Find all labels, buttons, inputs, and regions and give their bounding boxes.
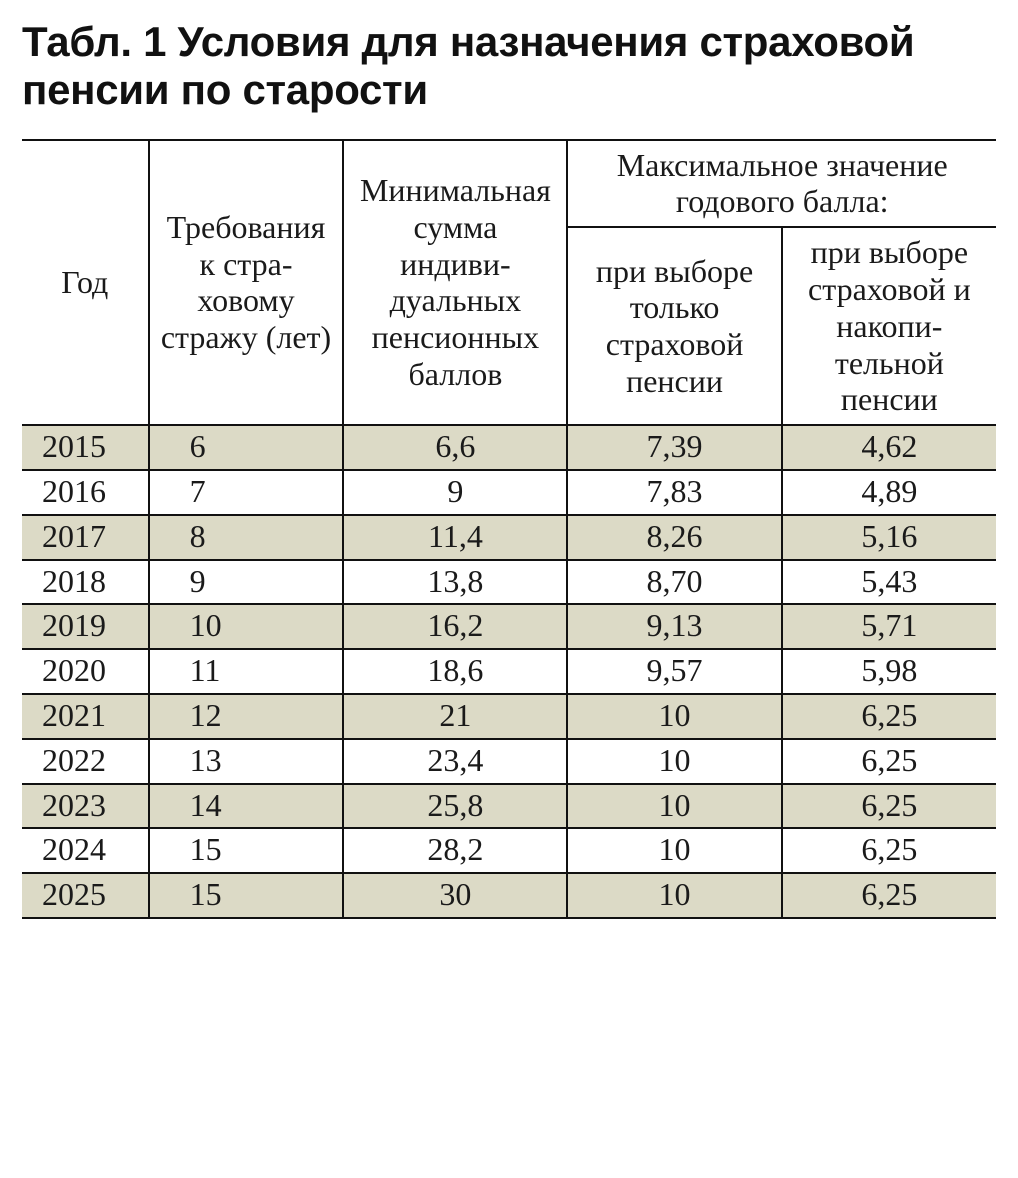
table-row: 2018913,88,705,43 <box>22 560 996 605</box>
cell-max-only: 9,57 <box>567 649 781 694</box>
cell-stazh: 11 <box>149 649 344 694</box>
cell-max-both: 4,89 <box>782 470 996 515</box>
cell-min-balls: 23,4 <box>343 739 567 784</box>
cell-stazh: 14 <box>149 784 344 829</box>
table-row: 20241528,2106,25 <box>22 828 996 873</box>
cell-min-balls: 21 <box>343 694 567 739</box>
cell-max-both: 6,25 <box>782 694 996 739</box>
cell-stazh: 6 <box>149 425 344 470</box>
cell-max-both: 5,71 <box>782 604 996 649</box>
cell-year: 2021 <box>22 694 149 739</box>
cell-stazh: 7 <box>149 470 344 515</box>
cell-max-both: 4,62 <box>782 425 996 470</box>
cell-max-only: 10 <box>567 784 781 829</box>
cell-max-only: 10 <box>567 694 781 739</box>
cell-year: 2025 <box>22 873 149 918</box>
cell-stazh: 9 <box>149 560 344 605</box>
col-header-stazh: Требова­ния к стра­ховому стражу (лет) <box>149 140 344 426</box>
table-title: Табл. 1 Условия для назначения страховой… <box>22 18 996 115</box>
cell-min-balls: 25,8 <box>343 784 567 829</box>
cell-max-both: 5,43 <box>782 560 996 605</box>
cell-stazh: 8 <box>149 515 344 560</box>
cell-max-only: 7,39 <box>567 425 781 470</box>
cell-min-balls: 6,6 <box>343 425 567 470</box>
cell-year: 2020 <box>22 649 149 694</box>
cell-stazh: 12 <box>149 694 344 739</box>
cell-stazh: 10 <box>149 604 344 649</box>
cell-max-both: 6,25 <box>782 873 996 918</box>
table-row: 20251530106,25 <box>22 873 996 918</box>
cell-min-balls: 18,6 <box>343 649 567 694</box>
cell-max-only: 10 <box>567 873 781 918</box>
cell-min-balls: 9 <box>343 470 567 515</box>
table-header-row-1: Год Требова­ния к стра­ховому стражу (ле… <box>22 140 996 228</box>
cell-min-balls: 28,2 <box>343 828 567 873</box>
table-row: 20191016,29,135,71 <box>22 604 996 649</box>
cell-year: 2015 <box>22 425 149 470</box>
cell-min-balls: 11,4 <box>343 515 567 560</box>
cell-stazh: 13 <box>149 739 344 784</box>
cell-year: 2019 <box>22 604 149 649</box>
col-header-max-group: Максимальное значение годового балла: <box>567 140 996 228</box>
cell-year: 2018 <box>22 560 149 605</box>
table-body: 201566,67,394,622016797,834,892017811,48… <box>22 425 996 918</box>
cell-year: 2024 <box>22 828 149 873</box>
table-row: 20231425,8106,25 <box>22 784 996 829</box>
table-row: 201566,67,394,62 <box>22 425 996 470</box>
table-row: 20211221106,25 <box>22 694 996 739</box>
cell-max-both: 5,16 <box>782 515 996 560</box>
col-header-min-balls: Мини­мальная сумма индиви­дуальных пенси… <box>343 140 567 426</box>
cell-min-balls: 16,2 <box>343 604 567 649</box>
cell-max-both: 6,25 <box>782 739 996 784</box>
cell-year: 2022 <box>22 739 149 784</box>
table-row: 2017811,48,265,16 <box>22 515 996 560</box>
cell-max-only: 8,70 <box>567 560 781 605</box>
table-row: 2016797,834,89 <box>22 470 996 515</box>
col-header-max-only-strah: при вы­боре только страхо­вой пенсии <box>567 227 781 425</box>
table-row: 20201118,69,575,98 <box>22 649 996 694</box>
cell-min-balls: 30 <box>343 873 567 918</box>
cell-min-balls: 13,8 <box>343 560 567 605</box>
pension-table: Год Требова­ния к стра­ховому стражу (ле… <box>22 139 996 919</box>
cell-max-both: 6,25 <box>782 828 996 873</box>
cell-year: 2016 <box>22 470 149 515</box>
col-header-year: Год <box>22 140 149 426</box>
cell-year: 2017 <box>22 515 149 560</box>
cell-max-only: 9,13 <box>567 604 781 649</box>
cell-max-only: 7,83 <box>567 470 781 515</box>
cell-stazh: 15 <box>149 873 344 918</box>
table-row: 20221323,4106,25 <box>22 739 996 784</box>
cell-max-only: 8,26 <box>567 515 781 560</box>
col-header-max-strah-nakop: при вы­боре страхо­вой и накопи­тельной … <box>782 227 996 425</box>
cell-max-both: 5,98 <box>782 649 996 694</box>
cell-max-both: 6,25 <box>782 784 996 829</box>
cell-max-only: 10 <box>567 828 781 873</box>
cell-stazh: 15 <box>149 828 344 873</box>
cell-year: 2023 <box>22 784 149 829</box>
cell-max-only: 10 <box>567 739 781 784</box>
